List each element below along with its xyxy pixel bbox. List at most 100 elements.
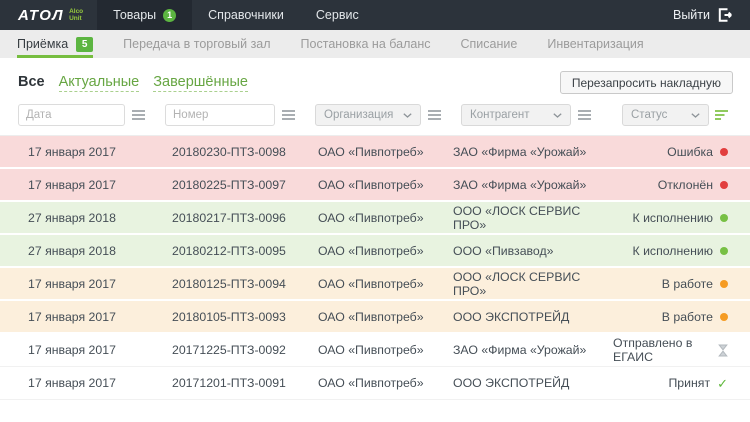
cell-number: 20180217-ПТЗ-0096 <box>172 210 286 225</box>
status-sort-icon[interactable] <box>715 110 728 120</box>
cell-organization: ОАО «Пивпотреб» <box>318 276 424 291</box>
date-filter-menu-icon[interactable] <box>132 110 145 120</box>
menu-item-goods[interactable]: Товары 1 <box>97 0 193 30</box>
check-icon: ✓ <box>717 375 728 391</box>
cell-number: 20180105-ПТЗ-0093 <box>172 309 286 324</box>
cell-organization: ОАО «Пивпотреб» <box>318 343 424 357</box>
top-menu: Товары 1 Справочники Сервис <box>97 0 375 30</box>
error-dot-icon <box>720 147 728 156</box>
status-label: В работе <box>661 276 713 291</box>
nav-item-put-on-balance[interactable]: Постановка на баланс <box>301 30 431 58</box>
status-label: Отклонён <box>657 177 713 192</box>
filter-bar: Организация Контрагент Статус <box>0 103 750 135</box>
cell-date: 17 января 2017 <box>28 177 116 192</box>
cell-contractor: ЗАО «Фирма «Урожай» <box>453 144 587 159</box>
logo-product-label: Alco Unit <box>69 7 84 22</box>
status-label: Ошибка <box>667 144 713 159</box>
nav-item-write-off[interactable]: Списание <box>461 30 518 58</box>
cell-status: Принят ✓ <box>613 376 728 390</box>
status-filter-select[interactable]: Статус <box>622 104 709 126</box>
table-row[interactable]: 17 января 2017 20180230-ПТЗ-0098 ОАО «Пивп… <box>0 136 750 169</box>
cell-contractor: ЗАО «Фирма «Урожай» <box>453 177 587 192</box>
table-row[interactable]: 17 января 2017 20180225-ПТЗ-0097 ОАО «Пивп… <box>0 169 750 202</box>
cell-organization: ОАО «Пивпотреб» <box>318 210 424 225</box>
nav-item-inventory[interactable]: Инвентаризация <box>547 30 643 58</box>
chevron-down-icon <box>403 112 412 118</box>
tab-all[interactable]: Все <box>18 74 45 91</box>
logo-brand: АТОЛ <box>18 6 65 24</box>
in-progress-dot-icon <box>720 279 728 288</box>
cell-status: В работе <box>613 277 728 291</box>
status-label: В работе <box>661 309 713 324</box>
table-row[interactable]: 27 января 2018 20180212-ПТЗ-0095 ОАО «Пивп… <box>0 235 750 268</box>
cell-status: Отклонён <box>613 178 728 192</box>
tab-actual[interactable]: Актуальные <box>58 73 140 93</box>
cell-date: 27 января 2018 <box>28 243 116 258</box>
cell-date: 27 января 2018 <box>28 210 116 225</box>
error-dot-icon <box>720 180 728 189</box>
cell-contractor: ООО «ЛОСК СЕРВИС ПРО» <box>453 269 581 298</box>
number-filter-input[interactable] <box>165 104 275 126</box>
cell-number: 20180225-ПТЗ-0097 <box>172 177 286 192</box>
menu-item-label: Справочники <box>208 8 284 22</box>
ok-dot-icon <box>720 246 728 255</box>
cell-date: 17 января 2017 <box>28 276 116 291</box>
table-row[interactable]: 27 января 2018 20180217-ПТЗ-0096 ОАО «Пивп… <box>0 202 750 235</box>
table-row[interactable]: 17 января 2017 20171201-ПТЗ-0091 ОАО «Пивп… <box>0 367 750 400</box>
cell-contractor: ООО «Пивзавод» <box>453 243 554 258</box>
goods-count-badge: 1 <box>163 8 177 22</box>
chevron-down-icon <box>553 112 562 118</box>
status-filter-label: Статус <box>631 109 668 121</box>
receipt-count-badge: 5 <box>76 36 94 52</box>
cell-number: 20180212-ПТЗ-0095 <box>172 243 286 258</box>
cell-number: 20171201-ПТЗ-0091 <box>172 376 286 390</box>
refresh-invoice-button[interactable]: Перезапросить накладную <box>559 71 733 94</box>
atol-logo: АТОЛ Alco Unit <box>18 0 83 30</box>
cell-contractor: ЗАО «Фирма «Урожай» <box>453 343 587 357</box>
nav-item-label: Передача в торговый зал <box>123 37 271 51</box>
table-row[interactable]: 17 января 2017 20171225-ПТЗ-0092 ОАО «Пивп… <box>0 334 750 367</box>
contractor-filter-label: Контрагент <box>470 109 530 121</box>
cell-date: 17 января 2017 <box>28 309 116 324</box>
cell-status: К исполнению <box>613 244 728 258</box>
contractor-filter-menu-icon[interactable] <box>578 110 591 120</box>
organization-filter-menu-icon[interactable] <box>428 110 441 120</box>
cell-number: 20180230-ПТЗ-0098 <box>172 144 286 159</box>
date-filter-input[interactable] <box>18 104 125 126</box>
status-label: К исполнению <box>632 210 713 225</box>
organization-filter-label: Организация <box>324 109 394 121</box>
cell-status: Отправлено в ЕГАИС <box>613 336 728 364</box>
nav-item-transfer-to-floor[interactable]: Передача в торговый зал <box>123 30 270 58</box>
cell-date: 17 января 2017 <box>28 376 116 390</box>
nav-item-label: Приёмка <box>17 37 69 51</box>
status-label: Принят <box>668 376 711 390</box>
menu-item-service[interactable]: Сервис <box>300 0 375 30</box>
cell-date: 17 января 2017 <box>28 343 116 357</box>
toolbar: Все Актуальные Завершённые Перезапросить… <box>0 58 750 103</box>
table-row[interactable]: 17 января 2017 20180125-ПТЗ-0094 ОАО «Пивп… <box>0 268 750 301</box>
cell-status: В работе <box>613 310 728 324</box>
hourglass-icon <box>718 344 728 357</box>
nav-item-label: Инвентаризация <box>547 37 644 51</box>
cell-contractor: ООО «ЛОСК СЕРВИС ПРО» <box>453 203 581 232</box>
nav-item-receipt[interactable]: Приёмка 5 <box>17 30 94 58</box>
cell-organization: ОАО «Пивпотреб» <box>318 144 424 159</box>
number-filter-menu-icon[interactable] <box>282 110 295 120</box>
cell-number: 20171225-ПТЗ-0092 <box>172 343 286 357</box>
status-label: Отправлено в ЕГАИС <box>613 336 693 364</box>
cell-organization: ОАО «Пивпотреб» <box>318 243 424 258</box>
table-row[interactable]: 17 января 2017 20180105-ПТЗ-0093 ОАО «Пивп… <box>0 301 750 334</box>
cell-organization: ОАО «Пивпотреб» <box>318 309 424 324</box>
logout-button[interactable]: Выйти <box>657 0 750 30</box>
logout-label: Выйти <box>672 8 710 22</box>
cell-status: К исполнению <box>613 211 728 225</box>
cell-date: 17 января 2017 <box>28 144 116 159</box>
organization-filter-select[interactable]: Организация <box>315 104 421 126</box>
status-label: К исполнению <box>632 243 713 258</box>
ok-dot-icon <box>720 213 728 222</box>
section-nav: Приёмка 5 Передача в торговый зал Постан… <box>0 30 750 58</box>
cell-organization: ОАО «Пивпотреб» <box>318 177 424 192</box>
contractor-filter-select[interactable]: Контрагент <box>461 104 571 126</box>
tab-completed[interactable]: Завершённые <box>153 73 248 93</box>
menu-item-directories[interactable]: Справочники <box>192 0 300 30</box>
